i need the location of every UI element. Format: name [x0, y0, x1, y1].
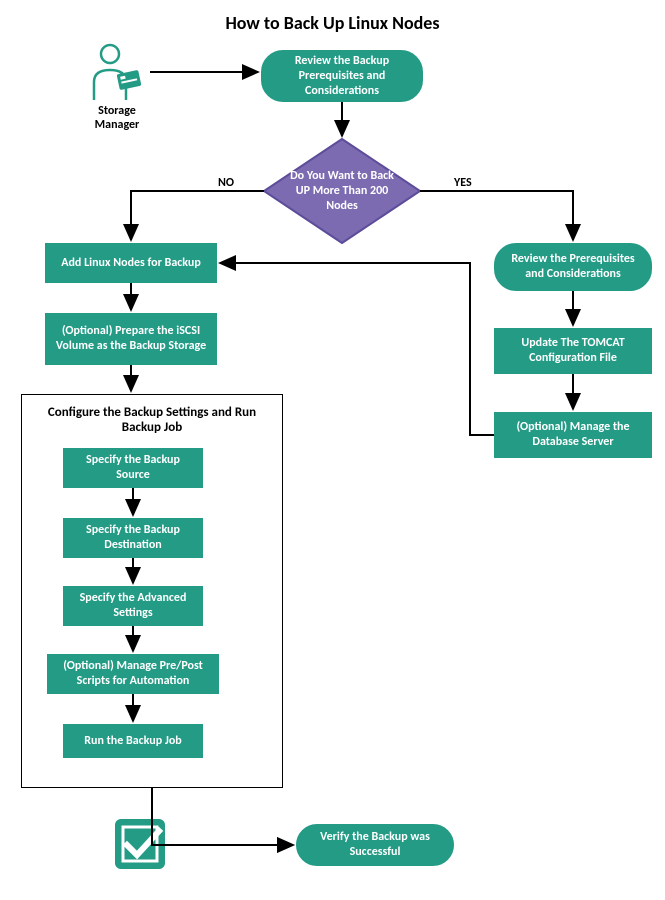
label-yes: YES	[454, 176, 472, 190]
actor-label: Storage Manager	[82, 104, 152, 132]
check-icon	[113, 817, 167, 871]
configure-container-title: Configure the Backup Settings and Run Ba…	[35, 405, 269, 435]
node-review-prereq2: Review the Prerequisites and Considerati…	[494, 243, 652, 291]
decision-node: Do You Want to Back UP More Than 200 Nod…	[262, 137, 422, 245]
node-run-job: Run the Backup Job	[63, 724, 203, 758]
node-specify-source: Specify the Backup Source	[63, 448, 203, 488]
label-no: NO	[218, 176, 234, 190]
node-review-prereq: Review the Backup Prerequisites and Cons…	[261, 50, 423, 102]
node-update-tomcat: Update The TOMCAT Configuration File	[494, 328, 652, 374]
node-specify-adv: Specify the Advanced Settings	[63, 586, 203, 626]
node-manage-db: (Optional) Manage the Database Server	[494, 412, 652, 458]
storage-manager-icon	[88, 42, 144, 102]
node-manage-scripts: (Optional) Manage Pre/Post Scripts for A…	[47, 654, 219, 694]
decision-label: Do You Want to Back UP More Than 200 Nod…	[262, 137, 422, 245]
node-add-linux: Add Linux Nodes for Backup	[45, 243, 217, 283]
node-prepare-iscsi: (Optional) Prepare the iSCSI Volume as t…	[45, 313, 217, 365]
page-title: How to Back Up Linux Nodes	[0, 12, 665, 34]
node-specify-dest: Specify the Backup Destination	[63, 518, 203, 558]
node-verify: Verify the Backup was Successful	[296, 824, 454, 866]
